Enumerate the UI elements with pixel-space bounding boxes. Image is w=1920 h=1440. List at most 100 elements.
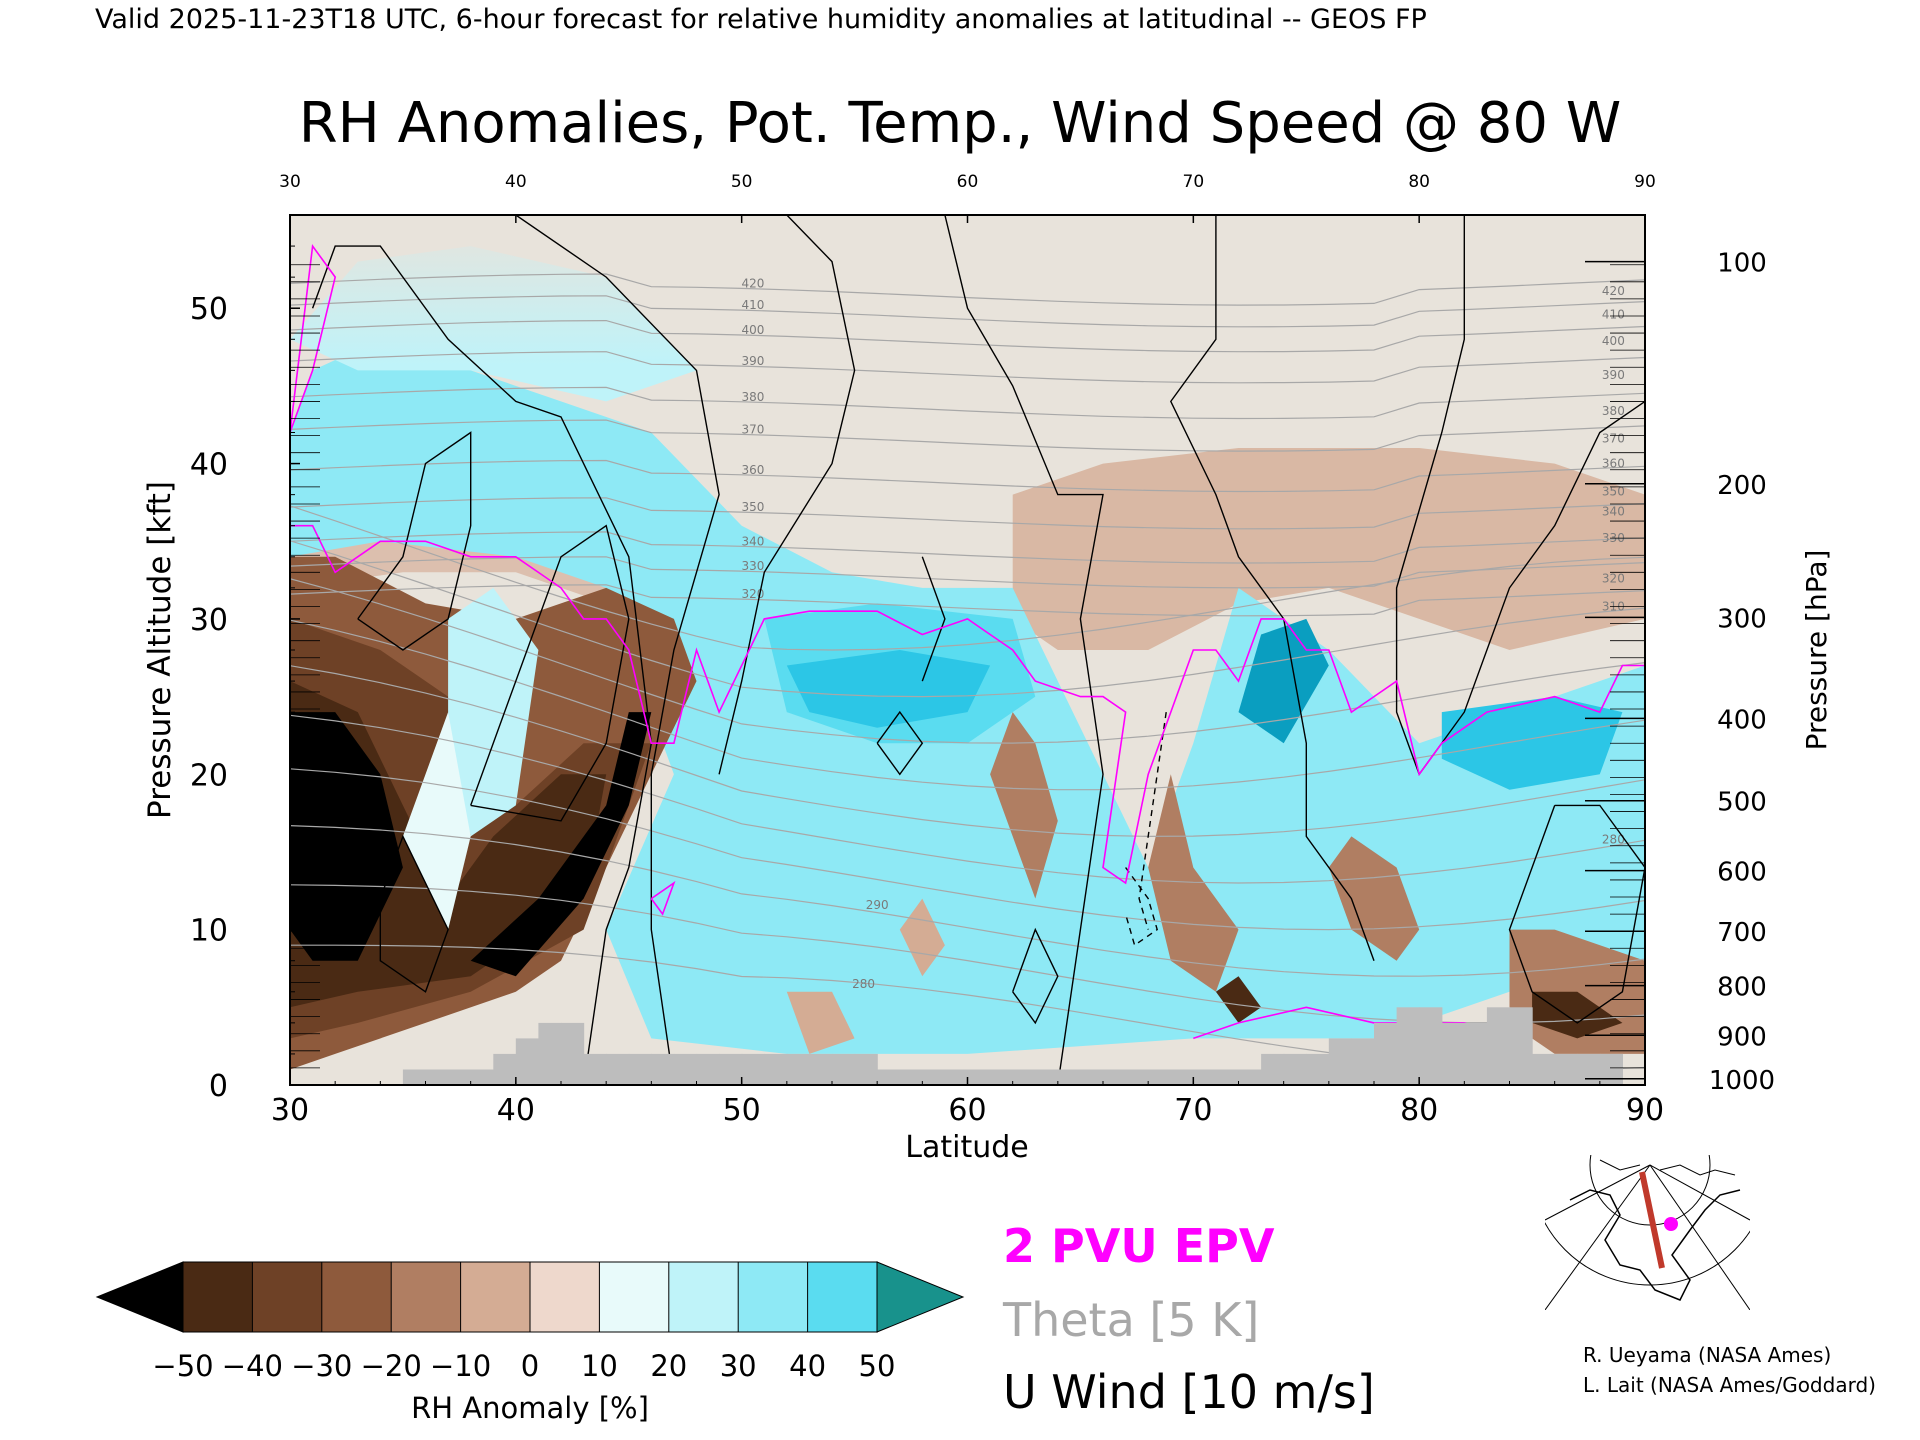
- rh-anomaly-blob: [448, 587, 539, 837]
- terrain-column: [1080, 1069, 1104, 1085]
- terrain-column: [561, 1022, 585, 1085]
- terrain-column: [425, 1069, 449, 1085]
- terrain-column: [1464, 1022, 1488, 1085]
- plot-area: 420 410 400 390 380 370 360 350 340 330 320 420 410 4…: [290, 215, 1645, 1085]
- colorbar-tick-label: 20: [650, 1349, 687, 1383]
- theta-label: 390: [742, 354, 765, 368]
- terrain-column: [990, 1069, 1014, 1085]
- x-tick-label: 60: [948, 1093, 986, 1128]
- terrain-column: [493, 1053, 517, 1085]
- colorbar-arrow-left: [95, 1261, 184, 1333]
- colorbar-segment: [321, 1261, 393, 1333]
- wind-contour: [876, 710, 924, 776]
- wind-contour-dashed: [1124, 867, 1159, 947]
- pressure-tick-label: 1000: [1709, 1066, 1775, 1096]
- pressure-tick-label: 200: [1717, 471, 1767, 501]
- wind-contour: [515, 215, 720, 1085]
- theta-contour: [290, 419, 1645, 452]
- theta-label: 330: [742, 559, 765, 573]
- credit-line-1: R. Ueyama (NASA Ames): [1583, 1343, 1831, 1367]
- colorbar-tick-label: −30: [291, 1349, 352, 1383]
- theta-contour: [290, 665, 1645, 838]
- theta-contour: [290, 351, 1645, 384]
- y-axis-label-left: Pressure Altitude [kft]: [142, 481, 178, 819]
- y-tick-label: 10: [190, 914, 228, 949]
- x-tick-label: 30: [271, 1093, 309, 1128]
- epv-contour-line: [290, 524, 1645, 885]
- x-tick-label: 80: [1400, 1093, 1438, 1128]
- theta-label: 400: [742, 323, 765, 337]
- theta-contour: [290, 505, 1645, 651]
- y-axis-label-right: Pressure [hPa]: [1800, 550, 1833, 751]
- terrain-column: [719, 1053, 743, 1085]
- theta-label: 420: [742, 276, 765, 290]
- rh-anomaly-blob: [470, 712, 652, 977]
- terrain-column: [1419, 1007, 1443, 1085]
- legend-theta: Theta [5 K]: [1002, 1293, 1259, 1347]
- wind-contour: [921, 556, 946, 682]
- theta-contour: [290, 768, 1645, 931]
- terrain-column: [1577, 1053, 1601, 1085]
- terrain-column: [786, 1053, 810, 1085]
- theta-label: 340: [1602, 505, 1625, 519]
- pressure-tick-label: 700: [1717, 918, 1767, 948]
- terrain-column: [1396, 1007, 1420, 1085]
- wind-contour: [470, 524, 630, 822]
- y-tick-label: 0: [209, 1069, 228, 1104]
- terrain-column: [628, 1053, 652, 1085]
- theta-label: 360: [1602, 457, 1625, 471]
- theta-label: 400: [1602, 334, 1625, 348]
- theta-label: 360: [742, 463, 765, 477]
- wind-contour: [1169, 215, 1375, 961]
- x-tick-label-top: 30: [279, 172, 301, 192]
- colorbar-tick-label: −50: [152, 1349, 213, 1383]
- terrain-column: [1374, 1022, 1398, 1085]
- terrain-column: [1125, 1069, 1149, 1085]
- terrain-column: [1215, 1069, 1240, 1085]
- wind-contour: [718, 215, 856, 775]
- rh-anomaly-blob: [1532, 991, 1623, 1039]
- terrain-column: [1193, 1069, 1217, 1085]
- upper-fade: [290, 215, 1645, 515]
- terrain-column: [967, 1069, 991, 1085]
- terrain-column: [944, 1069, 969, 1085]
- colorbar-segment: [460, 1261, 532, 1333]
- axes: 3030404050506060707080809090010203040501…: [190, 172, 1775, 1128]
- theta-contour: [290, 540, 1645, 698]
- rh-anomaly-field: [290, 215, 1645, 1070]
- terrain-column: [1306, 1053, 1330, 1085]
- terrain-column: [1283, 1053, 1307, 1085]
- rh-anomaly-blob: [1328, 836, 1420, 961]
- colorbar-tick-label: 50: [859, 1349, 896, 1383]
- x-tick-label-top: 80: [1408, 172, 1430, 192]
- theta-contour: [290, 556, 1645, 589]
- colorbar-tick-label: 10: [581, 1349, 618, 1383]
- terrain-column: [1509, 1007, 1533, 1085]
- x-tick-label-top: 60: [957, 172, 979, 192]
- terrain-column: [1057, 1069, 1081, 1085]
- theta-contour: [290, 386, 1645, 420]
- rh-anomaly-blob: [786, 991, 855, 1054]
- terrain-column: [1554, 1053, 1578, 1085]
- x-tick-label-top: 70: [1183, 172, 1205, 192]
- terrain-column: [1532, 1053, 1556, 1085]
- theta-label: 340: [742, 534, 765, 548]
- theta-label: 280: [1602, 833, 1625, 847]
- colorbar-segment: [668, 1261, 740, 1333]
- terrain-column: [606, 1053, 630, 1085]
- x-tick-label: 90: [1626, 1093, 1664, 1128]
- colorbar-tick-label: −20: [361, 1349, 422, 1383]
- wind-contour: [379, 834, 449, 993]
- rh-anomaly-blob: [1215, 976, 1262, 1023]
- terrain-column: [809, 1053, 833, 1085]
- terrain-column: [1441, 1022, 1465, 1085]
- pressure-tick-label: 400: [1717, 705, 1767, 735]
- colorbar-label: RH Anomaly [%]: [411, 1391, 649, 1425]
- terrain-column: [448, 1069, 472, 1085]
- epv-contour-line: [650, 880, 676, 916]
- theta-label: 390: [1602, 368, 1625, 382]
- header-text: Valid 2025-11-23T18 UTC, 6-hour forecast…: [95, 4, 1427, 35]
- theta-label: 380: [1602, 404, 1625, 418]
- theta-label: 370: [1602, 432, 1625, 446]
- rh-anomaly-blob: [1148, 774, 1239, 992]
